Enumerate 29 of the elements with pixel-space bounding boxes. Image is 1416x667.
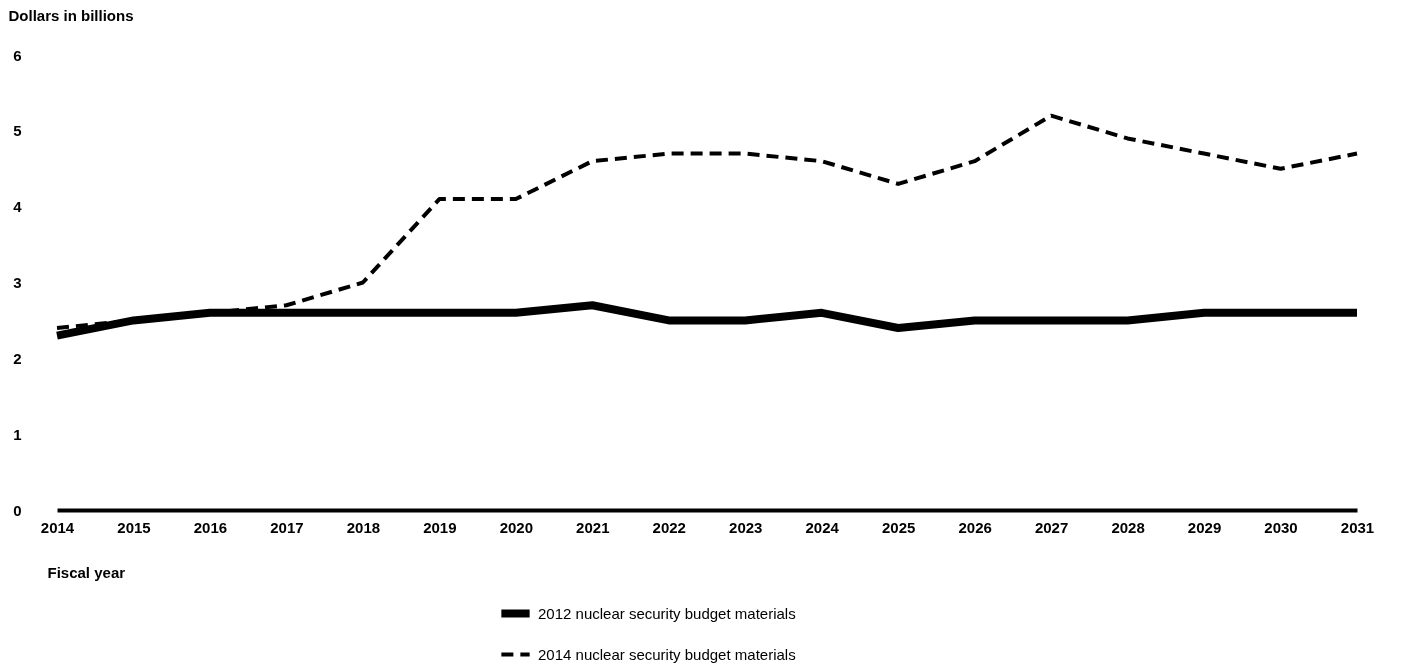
x-tick-label: 2029 [1187,518,1222,536]
x-tick-label: 2020 [499,518,534,536]
x-tick-label: 2019 [423,518,457,536]
y-tick-label: 6 [13,46,22,64]
x-tick-label: 2031 [1340,518,1375,536]
x-tick-label: 2017 [270,518,304,536]
y-tick-label: 1 [13,425,22,443]
x-tick-label: 2023 [729,518,763,536]
y-tick-label: 3 [13,274,22,291]
x-tick-label: 2014 [40,518,75,536]
x-tick-label: 2028 [1111,518,1145,536]
y-axis-title: Dollars in billions [8,6,134,24]
x-tick-label: 2016 [193,518,228,536]
x-tick-label: 2027 [1034,518,1069,536]
x-tick-label: 2018 [346,518,381,536]
x-tick-label: 2024 [805,518,840,536]
legend-label: 2014 nuclear security budget materials [538,645,796,663]
y-tick-label: 5 [13,122,22,140]
x-axis-title: Fiscal year [47,563,126,581]
x-tick-label: 2015 [117,518,151,536]
x-tick-label: 2022 [652,518,686,536]
y-tick-label: 2 [13,349,22,367]
y-tick-label: 4 [13,198,23,216]
x-tick-label: 2030 [1264,518,1298,536]
x-tick-label: 2026 [958,518,992,536]
legend-label: 2012 nuclear security budget materials [538,604,796,622]
x-tick-label: 2025 [881,518,916,536]
x-tick-label: 2021 [576,518,610,536]
y-tick-label: 0 [13,501,22,519]
